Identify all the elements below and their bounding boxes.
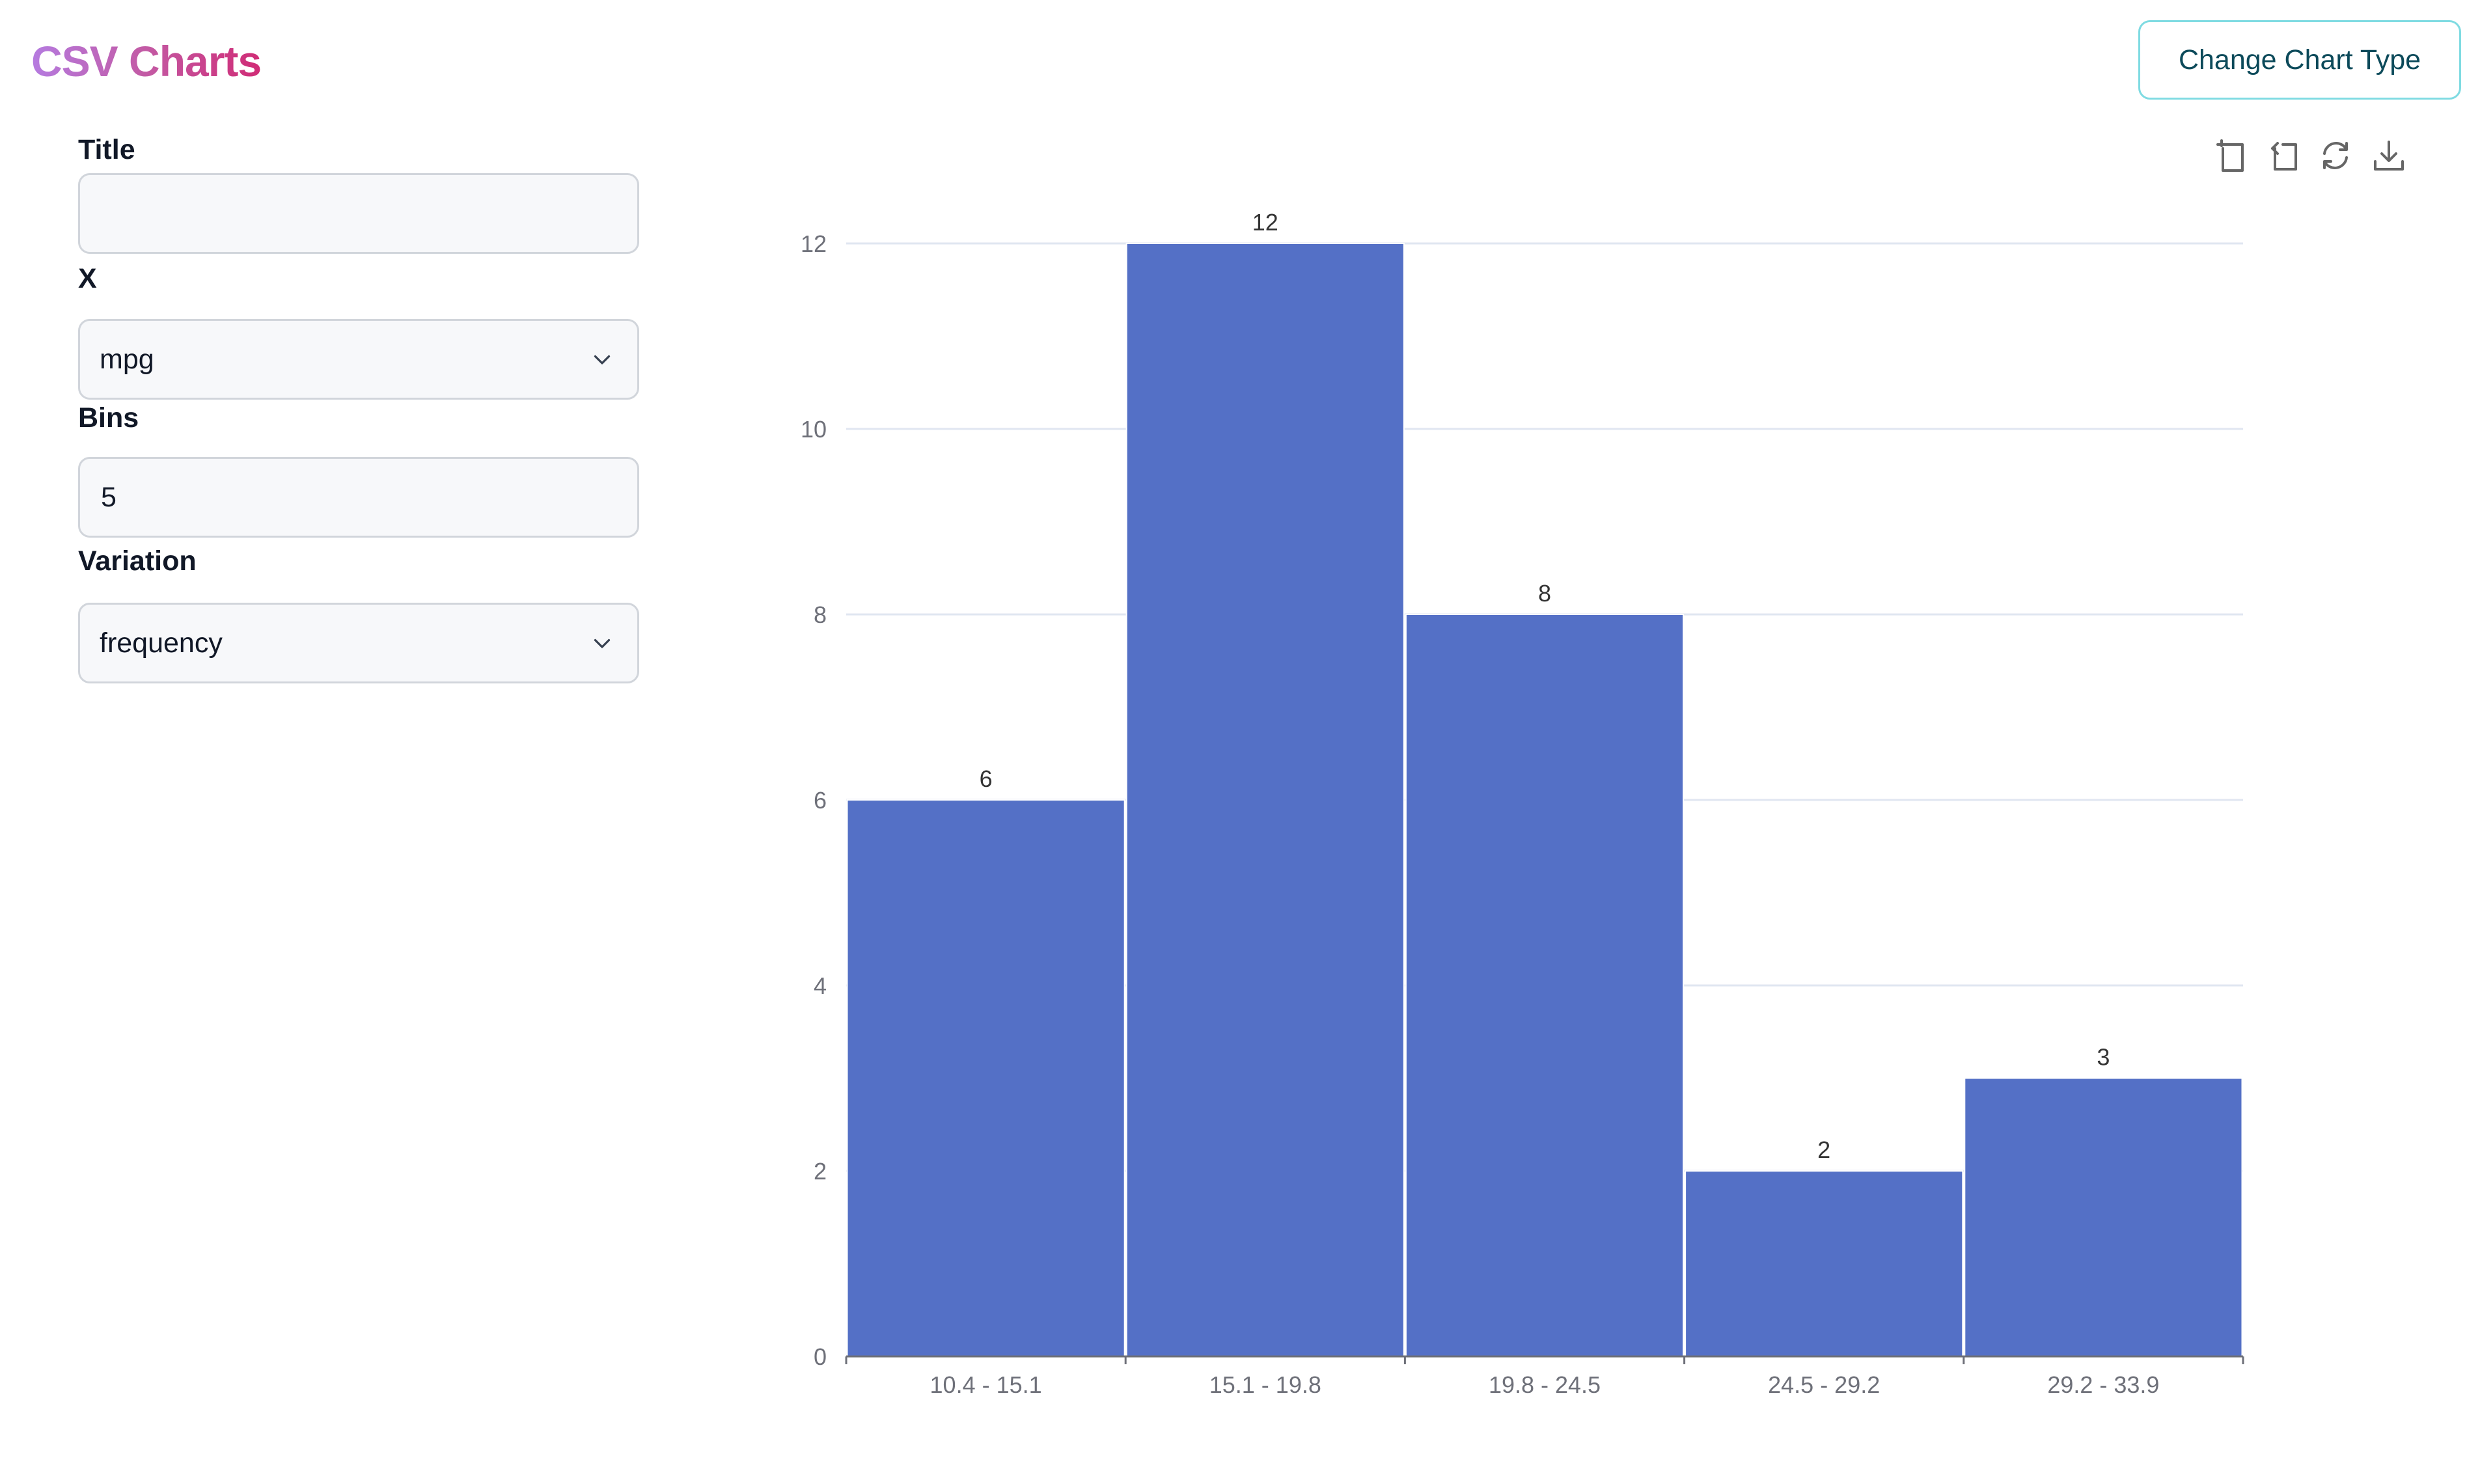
y-tick-label: 10: [801, 416, 827, 443]
histogram-bar[interactable]: [1685, 1170, 1964, 1357]
bars: [846, 243, 2243, 1357]
change-chart-type-button[interactable]: Change Chart Type: [2138, 20, 2461, 100]
x-select-value: mpg: [100, 343, 154, 375]
save-image-icon[interactable]: [2373, 139, 2405, 172]
bar-value-label: 8: [1538, 580, 1551, 607]
x-tick-label: 19.8 - 24.5: [1489, 1371, 1601, 1398]
bar-value-label: 6: [980, 765, 993, 792]
restore-icon[interactable]: [2319, 139, 2352, 172]
chevron-down-icon: [594, 355, 611, 364]
x-tick-label: 24.5 - 29.2: [1768, 1371, 1880, 1398]
zoom-select-icon[interactable]: [2216, 139, 2249, 172]
histogram-bar[interactable]: [846, 799, 1125, 1357]
histogram-bar[interactable]: [1964, 1077, 2243, 1357]
variation-select-value: frequency: [100, 627, 223, 659]
data-labels: 6 12 8 2 3: [980, 209, 2110, 1163]
bar-value-label: 12: [1252, 209, 1278, 236]
zoom-reset-icon[interactable]: [2268, 139, 2301, 172]
variation-select[interactable]: frequency: [78, 603, 639, 683]
histogram-bar[interactable]: [1125, 243, 1405, 1357]
variation-label: Variation: [78, 545, 197, 577]
x-tick-label: 15.1 - 19.8: [1209, 1371, 1321, 1398]
y-tick-label: 4: [814, 972, 827, 999]
y-tick-label: 6: [814, 787, 827, 814]
x-tick-label: 29.2 - 33.9: [2047, 1371, 2159, 1398]
x-tick-label: 10.4 - 15.1: [930, 1371, 1042, 1398]
histogram-bar[interactable]: [1405, 614, 1685, 1357]
bins-input[interactable]: [100, 480, 618, 514]
app-logo[interactable]: CSV Charts: [31, 34, 262, 89]
y-tick-label: 2: [814, 1158, 827, 1185]
bins-field-box[interactable]: [78, 457, 639, 538]
y-tick-label: 12: [801, 230, 827, 257]
y-tick-label: 8: [814, 601, 827, 628]
title-field-box[interactable]: [78, 173, 639, 254]
x-select[interactable]: mpg: [78, 319, 639, 400]
title-label: Title: [78, 134, 135, 165]
x-label: X: [78, 263, 97, 294]
bar-value-label: 2: [1817, 1136, 1830, 1163]
chevron-down-icon: [594, 639, 611, 648]
bins-label: Bins: [78, 402, 139, 433]
y-tick-label: 0: [814, 1343, 827, 1370]
chart-toolbox: [2216, 139, 2405, 172]
axes: 0 2 4 6 8 10 12 10.4 - 15.1 15.1 - 19.8 19.8 - 24…: [801, 230, 2244, 1398]
bar-value-label: 3: [2097, 1044, 2110, 1071]
title-input[interactable]: [100, 197, 618, 230]
